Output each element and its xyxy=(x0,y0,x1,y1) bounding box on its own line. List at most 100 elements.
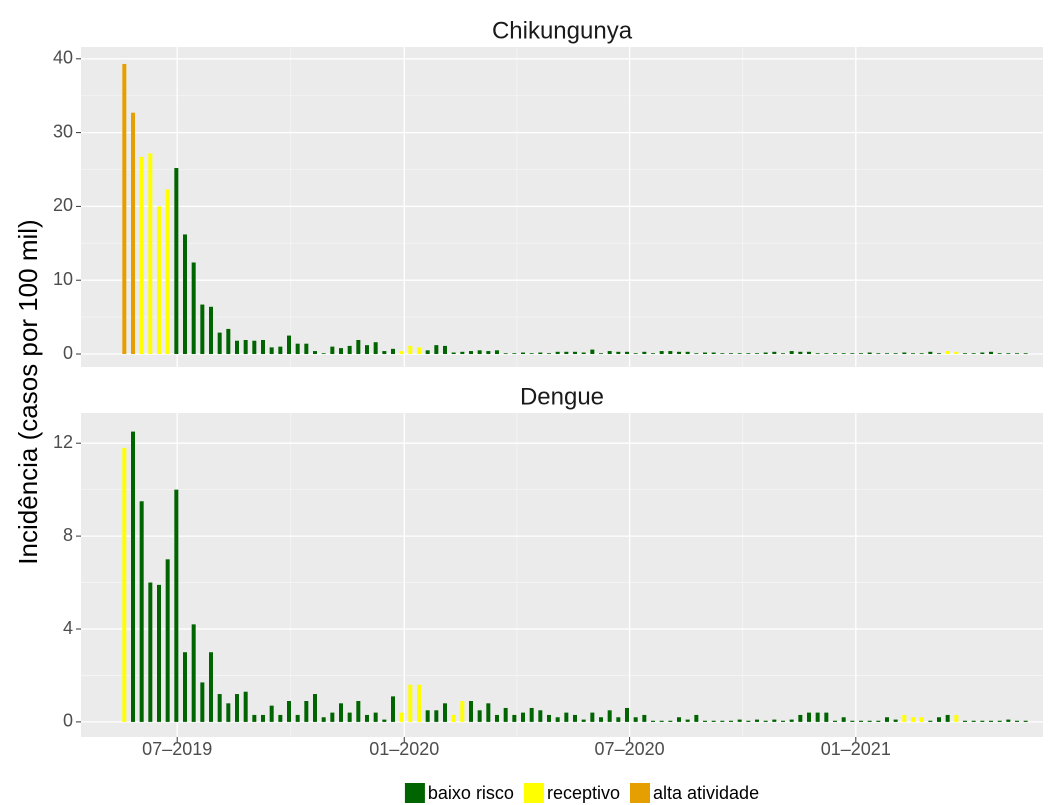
bar xyxy=(313,694,317,722)
legend-swatch xyxy=(404,783,425,803)
bar xyxy=(417,347,421,355)
bar xyxy=(885,353,889,355)
bar xyxy=(876,720,881,722)
panel-title: Chikungunya xyxy=(492,17,633,44)
bar xyxy=(356,339,361,355)
bar xyxy=(703,352,707,355)
bar xyxy=(330,346,335,355)
bar xyxy=(495,350,499,355)
bar xyxy=(573,351,577,355)
bar xyxy=(867,720,872,722)
bar xyxy=(217,694,222,722)
bar xyxy=(235,340,239,355)
bar xyxy=(815,712,820,722)
bar xyxy=(191,262,196,355)
bar xyxy=(919,353,924,355)
bar xyxy=(971,353,976,355)
y-tick-label: 20 xyxy=(53,195,73,215)
bar xyxy=(807,712,811,722)
bar xyxy=(139,501,144,722)
bar xyxy=(304,343,309,355)
bar xyxy=(243,691,248,722)
bar xyxy=(165,189,170,355)
bar xyxy=(980,720,985,722)
bar xyxy=(330,712,335,722)
bar xyxy=(269,705,274,722)
bar xyxy=(937,717,941,722)
bar xyxy=(642,351,647,355)
bar xyxy=(1006,353,1011,355)
bar xyxy=(945,714,950,722)
bar xyxy=(278,346,283,355)
legend-swatch xyxy=(630,783,651,803)
bar xyxy=(469,351,473,355)
bar xyxy=(521,712,525,722)
bar xyxy=(243,339,248,355)
legend-label: baixo risco xyxy=(428,783,514,803)
bar xyxy=(1015,353,1019,355)
bar xyxy=(633,353,638,355)
bar xyxy=(503,353,508,355)
bar xyxy=(755,719,759,722)
bar xyxy=(841,717,846,722)
bar xyxy=(278,714,283,722)
bar xyxy=(616,351,621,355)
bar xyxy=(573,714,577,722)
bar xyxy=(850,353,855,355)
bar xyxy=(391,348,395,355)
bar xyxy=(763,720,768,722)
bar xyxy=(616,717,621,722)
bar xyxy=(607,351,612,355)
bar xyxy=(365,714,369,722)
bar xyxy=(313,351,317,355)
x-tick-label: 07–2019 xyxy=(142,739,212,759)
bar xyxy=(850,720,855,722)
bar xyxy=(209,306,213,355)
bar xyxy=(581,719,586,722)
bar xyxy=(235,694,239,722)
y-tick-label: 30 xyxy=(53,121,73,141)
bar xyxy=(486,351,491,355)
bar xyxy=(711,352,716,355)
bar xyxy=(677,717,681,722)
bar xyxy=(989,351,993,355)
bar xyxy=(876,353,881,355)
y-tick-label: 0 xyxy=(63,711,73,731)
bar xyxy=(902,714,907,722)
bar xyxy=(928,351,933,355)
bar xyxy=(625,351,629,355)
y-tick-label: 0 xyxy=(63,343,73,363)
bar xyxy=(555,351,560,355)
bar xyxy=(408,345,413,355)
bar xyxy=(460,701,465,722)
bar xyxy=(200,682,205,722)
bar xyxy=(399,351,404,355)
x-tick-label: 07–2020 xyxy=(595,739,665,759)
y-tick-label: 8 xyxy=(63,525,73,545)
bar xyxy=(1015,720,1019,722)
bar xyxy=(512,714,517,722)
bar xyxy=(373,342,378,355)
bar xyxy=(174,168,179,355)
bar xyxy=(521,352,525,355)
y-tick-label: 12 xyxy=(53,432,73,452)
bar xyxy=(157,206,161,355)
bar xyxy=(798,714,803,722)
panel-title: Dengue xyxy=(520,383,604,410)
bar xyxy=(226,703,231,722)
bar xyxy=(217,332,222,355)
bar xyxy=(971,720,976,722)
bar xyxy=(937,353,941,355)
bar xyxy=(157,584,161,722)
bar xyxy=(295,343,300,355)
bar xyxy=(737,719,742,722)
bar xyxy=(399,712,404,722)
bar xyxy=(183,234,187,355)
bar xyxy=(867,352,872,355)
bar xyxy=(651,353,655,355)
bar xyxy=(772,351,777,355)
bar xyxy=(755,353,759,355)
bar xyxy=(807,351,811,355)
bar xyxy=(339,348,343,355)
bar xyxy=(287,335,291,355)
